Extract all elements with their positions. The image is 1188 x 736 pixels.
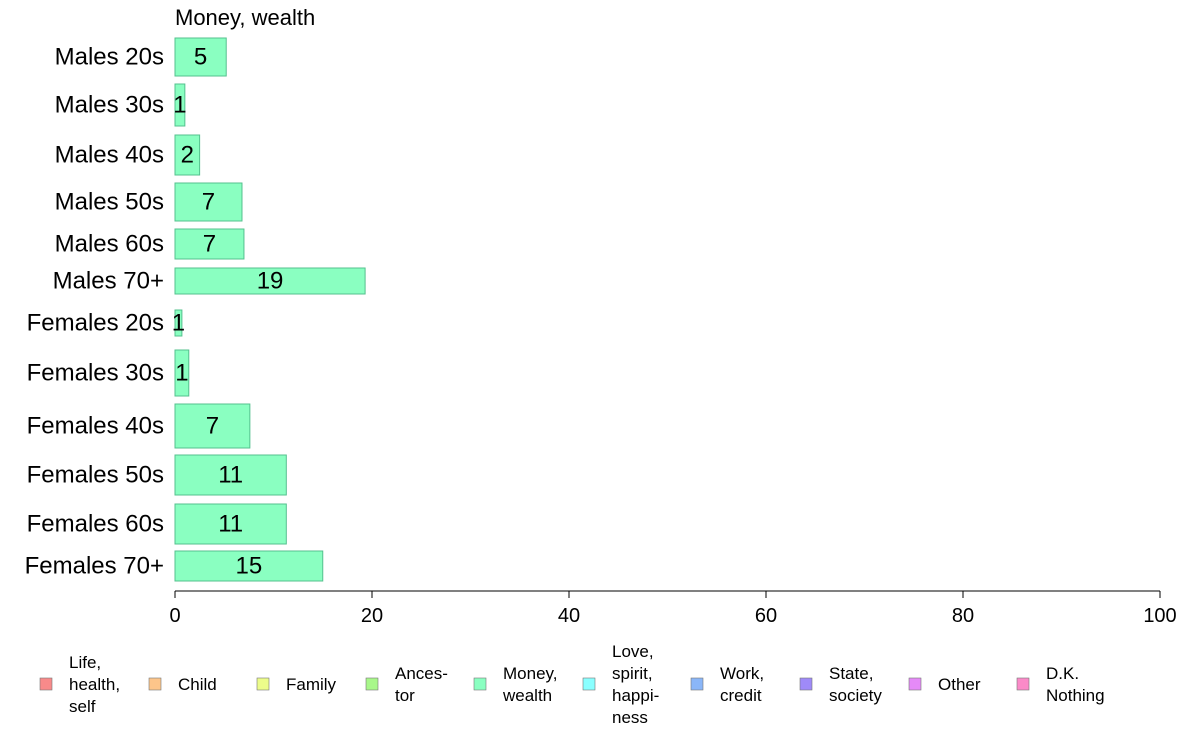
x-tick-label: 40 — [558, 605, 580, 627]
x-tick-label: 100 — [1143, 605, 1176, 627]
bar-value-label: 7 — [203, 231, 216, 258]
category-label: Males 60s — [55, 231, 164, 258]
x-tick-label: 60 — [755, 605, 777, 627]
legend-swatch — [582, 677, 596, 691]
bar — [174, 83, 186, 127]
bar — [174, 182, 243, 222]
x-axis: 0 20 40 60 80 100 — [169, 590, 1177, 627]
bar-value-label: 1 — [172, 310, 185, 337]
category-label: Females 70+ — [25, 553, 164, 580]
bar — [174, 37, 227, 77]
bar-value-label: 11 — [218, 511, 243, 538]
legend-label: Child — [178, 675, 217, 694]
legend-swatch — [148, 677, 162, 691]
legend-swatch — [365, 677, 379, 691]
x-tick-label: 80 — [952, 605, 974, 627]
legend-label: Work, credit — [720, 664, 764, 705]
bar — [174, 267, 366, 295]
legend-swatch — [256, 677, 270, 691]
category-label: Males 70+ — [53, 268, 164, 295]
category-label: Females 60s — [27, 511, 164, 538]
category-label: Females 40s — [27, 413, 164, 440]
legend-swatch — [473, 677, 487, 691]
category-label: Females 50s — [27, 462, 164, 489]
bar-value-label: 1 — [175, 360, 188, 387]
bars: Males 20s 5 Males 30s 1 Males 40s 2 Males 50s 7… — [25, 37, 366, 582]
bar — [174, 503, 287, 545]
bar-value-label: 2 — [181, 142, 194, 169]
legend-label: Ances-tor — [395, 664, 448, 705]
legend-label: State, society — [829, 664, 882, 705]
legend-label: Money, wealth — [502, 664, 558, 705]
bar-value-label: 5 — [194, 44, 207, 71]
category-label: Females 30s — [27, 360, 164, 387]
x-tick-label: 20 — [361, 605, 383, 627]
bar-value-label: 15 — [236, 553, 263, 580]
category-label: Females 20s — [27, 310, 164, 337]
legend-label: D.K. Nothing — [1046, 664, 1105, 705]
legend-swatch — [799, 677, 813, 691]
category-label: Males 20s — [55, 44, 164, 71]
bar — [174, 228, 245, 260]
legend-label: Love, spirit, happi-ness — [612, 642, 659, 727]
bar — [174, 309, 183, 337]
legend-swatch — [690, 677, 704, 691]
legend: Life, health, self Child Family Ances-tor Mone… — [39, 642, 1105, 727]
bar — [174, 349, 190, 397]
category-label: Males 30s — [55, 92, 164, 119]
legend-swatch — [39, 677, 53, 691]
bar-value-label: 7 — [202, 189, 215, 216]
bar — [174, 454, 287, 496]
bar — [174, 134, 201, 176]
category-label: Males 40s — [55, 142, 164, 169]
legend-label: Other — [938, 675, 981, 694]
legend-label: Family — [286, 675, 337, 694]
legend-label: Life, health, self — [69, 653, 120, 716]
bar-value-label: 1 — [173, 92, 186, 119]
bar-value-label: 7 — [206, 413, 219, 440]
legend-swatch — [908, 677, 922, 691]
legend-swatch — [1016, 677, 1030, 691]
bar — [174, 550, 324, 582]
x-tick-label: 0 — [169, 605, 180, 627]
bar — [174, 403, 251, 449]
chart-title: Money, wealth — [175, 5, 315, 30]
bar-value-label: 11 — [218, 462, 243, 489]
category-label: Males 50s — [55, 189, 164, 216]
bar-value-label: 19 — [257, 268, 284, 295]
